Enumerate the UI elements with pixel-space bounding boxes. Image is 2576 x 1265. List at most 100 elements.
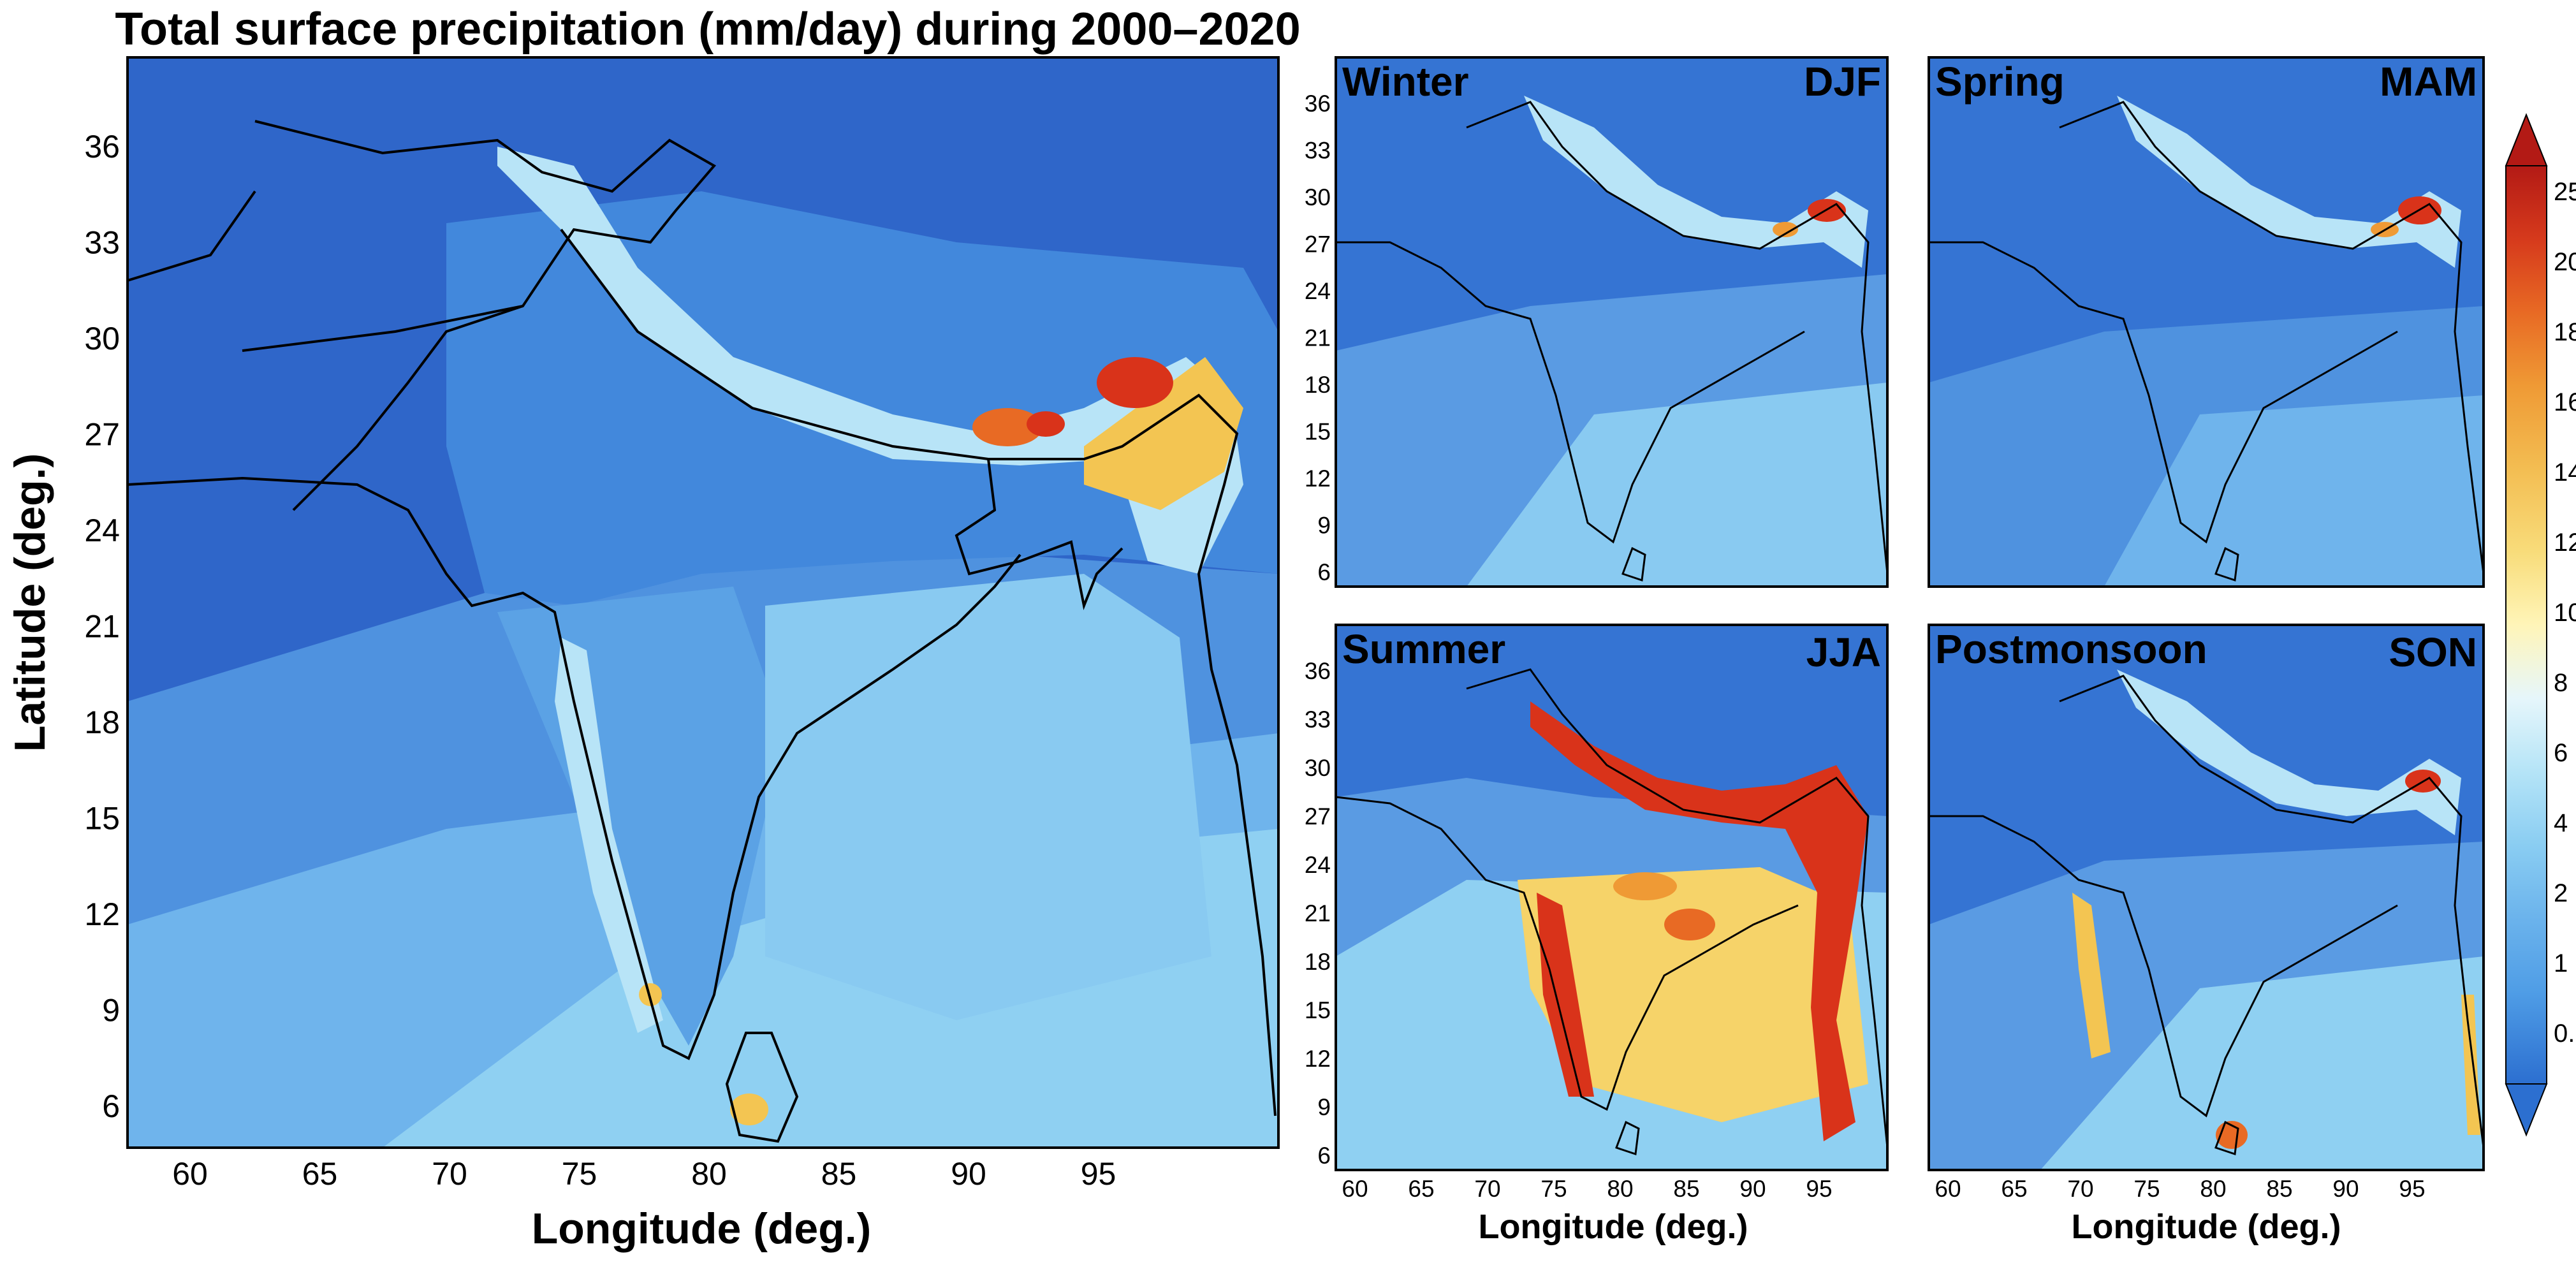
panel-lat-tick: 30 bbox=[1305, 755, 1331, 781]
panel-lat-tick: 33 bbox=[1305, 138, 1331, 164]
panel-postmonsoon-frame bbox=[1928, 624, 2485, 1171]
panel-spring-frame bbox=[1928, 56, 2485, 588]
main-y-axis-title: Latitude (deg.) bbox=[6, 453, 54, 752]
panel-lat-tick: 6 bbox=[1317, 1143, 1331, 1169]
panel-lat-tick: 9 bbox=[1317, 1094, 1331, 1120]
colorbar-tick: 10 bbox=[2554, 599, 2576, 627]
main-lat-tick: 36 bbox=[84, 129, 120, 165]
panel-summer-frame bbox=[1335, 624, 1889, 1171]
panel-lat-tick: 27 bbox=[1305, 803, 1331, 830]
panel-lat-tick: 24 bbox=[1305, 852, 1331, 878]
panel-lon-tick: 95 bbox=[1806, 1176, 1832, 1202]
panel-lon-tick: 95 bbox=[2399, 1176, 2425, 1202]
panel-spring-code: MAM bbox=[2380, 59, 2477, 105]
main-lon-ticks: 60 65 70 75 80 85 90 95 bbox=[172, 1156, 1116, 1192]
panel-spring-map bbox=[1929, 57, 2484, 587]
panel-lat-tick: 36 bbox=[1305, 91, 1331, 117]
colorbar-tick: 8 bbox=[2554, 669, 2568, 697]
main-lat-tick: 15 bbox=[84, 801, 120, 837]
panel-left-x-axis-title: Longitude (deg.) bbox=[1479, 1208, 1748, 1246]
panel-lat-tick: 33 bbox=[1305, 706, 1331, 733]
panel-lon-tick: 80 bbox=[2200, 1176, 2226, 1202]
panel-lat-tick: 27 bbox=[1305, 231, 1331, 258]
panel-lat-tick: 15 bbox=[1305, 419, 1331, 445]
panel-lat-tick: 21 bbox=[1305, 325, 1331, 351]
panel-lon-tick: 75 bbox=[2133, 1176, 2160, 1202]
main-lat-tick: 24 bbox=[84, 513, 120, 548]
colorbar-tick: 0.5 bbox=[2554, 1020, 2576, 1048]
panel-lon-tick: 80 bbox=[1607, 1176, 1633, 1202]
main-lat-tick: 12 bbox=[84, 896, 120, 932]
main-lat-tick: 18 bbox=[84, 705, 120, 740]
panel-lon-tick: 70 bbox=[1474, 1176, 1500, 1202]
panel-lat-tick: 30 bbox=[1305, 184, 1331, 210]
panel-winter-code: DJF bbox=[1804, 59, 1881, 105]
main-title: Total surface precipitation (mm/day) dur… bbox=[115, 4, 1300, 55]
main-lat-tick: 30 bbox=[84, 321, 120, 356]
panel-postmonsoon-season: Postmonsoon bbox=[1935, 626, 2207, 672]
panel-ticks: 36 33 30 27 24 21 18 15 12 9 6 36 33 30 27 24 21 18 15 12 9 6… bbox=[1305, 91, 2426, 1202]
panel-lat-tick: 18 bbox=[1305, 372, 1331, 398]
panel-lat-tick: 6 bbox=[1317, 559, 1331, 585]
panel-summer-season: Summer bbox=[1342, 626, 1505, 672]
panel-lon-tick: 75 bbox=[1540, 1176, 1567, 1202]
main-lat-tick: 9 bbox=[102, 993, 120, 1028]
main-map-frame bbox=[126, 56, 1280, 1149]
panel-summer-code: JJA bbox=[1806, 629, 1881, 675]
panel-lon-tick: 60 bbox=[1342, 1176, 1368, 1202]
main-x-axis-title: Longitude (deg.) bbox=[532, 1204, 872, 1253]
colorbar-tick: 2 bbox=[2554, 879, 2568, 907]
colorbar-tick: 12 bbox=[2554, 529, 2576, 557]
panel-lon-tick: 65 bbox=[1408, 1176, 1434, 1202]
panel-lat-tick: 12 bbox=[1305, 1046, 1331, 1072]
panel-postmonsoon-code: SON bbox=[2389, 629, 2477, 675]
colorbar-tick: 20 bbox=[2554, 248, 2576, 276]
main-lat-tick: 33 bbox=[84, 225, 120, 261]
main-lat-tick: 21 bbox=[84, 609, 120, 645]
panel-lat-tick: 21 bbox=[1305, 900, 1331, 926]
colorbar: 25 20 18 16 14 12 10 8 6 4 2 1 0.5 bbox=[2505, 113, 2576, 1137]
panel-lon-tick: 85 bbox=[1673, 1176, 1699, 1202]
colorbar-tick: 6 bbox=[2554, 739, 2568, 767]
colorbar-bar bbox=[2505, 165, 2547, 1085]
panel-lon-tick: 65 bbox=[2001, 1176, 2027, 1202]
colorbar-tick: 25 bbox=[2554, 178, 2576, 206]
panel-lon-tick: 70 bbox=[2067, 1176, 2093, 1202]
colorbar-top-arrow bbox=[2505, 113, 2548, 166]
main-lon-tick: 65 bbox=[302, 1156, 338, 1192]
panel-lon-tick: 85 bbox=[2266, 1176, 2292, 1202]
main-lon-tick: 70 bbox=[432, 1156, 467, 1192]
panel-winter-season: Winter bbox=[1342, 59, 1469, 105]
colorbar-bottom-arrow bbox=[2505, 1083, 2548, 1137]
panel-postmonsoon-map bbox=[1929, 625, 2484, 1170]
panel-lat-tick: 24 bbox=[1305, 278, 1331, 304]
panel-winter-frame bbox=[1335, 56, 1889, 588]
colorbar-tick: 18 bbox=[2554, 318, 2576, 346]
colorbar-tick: 16 bbox=[2554, 388, 2576, 416]
panel-lat-tick: 36 bbox=[1305, 658, 1331, 684]
main-lat-tick: 27 bbox=[84, 417, 120, 453]
panel-winter-map bbox=[1336, 57, 1887, 587]
panel-lat-tick: 18 bbox=[1305, 949, 1331, 975]
main-lat-ticks: 36 33 30 27 24 21 18 15 12 9 6 bbox=[84, 129, 120, 1124]
main-lon-tick: 85 bbox=[821, 1156, 857, 1192]
panel-lat-tick: 9 bbox=[1317, 513, 1331, 539]
panel-lon-tick: 60 bbox=[1935, 1176, 1961, 1202]
panel-lat-tick: 15 bbox=[1305, 997, 1331, 1023]
colorbar-ticks: 25 20 18 16 14 12 10 8 6 4 2 1 0.5 bbox=[2554, 178, 2576, 1048]
main-lon-tick: 95 bbox=[1081, 1156, 1116, 1192]
main-lon-tick: 90 bbox=[951, 1156, 986, 1192]
panel-lon-tick: 90 bbox=[1739, 1176, 1766, 1202]
main-lon-tick: 60 bbox=[172, 1156, 208, 1192]
colorbar-tick: 1 bbox=[2554, 949, 2568, 977]
main-lat-tick: 6 bbox=[102, 1088, 120, 1124]
panel-lon-tick: 90 bbox=[2332, 1176, 2359, 1202]
panel-lat-tick: 12 bbox=[1305, 465, 1331, 492]
colorbar-tick: 4 bbox=[2554, 809, 2568, 837]
panel-spring-season: Spring bbox=[1935, 59, 2065, 105]
main-lon-tick: 80 bbox=[691, 1156, 727, 1192]
main-lon-tick: 75 bbox=[562, 1156, 597, 1192]
panel-summer-map bbox=[1336, 625, 1887, 1170]
main-map bbox=[128, 57, 1278, 1148]
